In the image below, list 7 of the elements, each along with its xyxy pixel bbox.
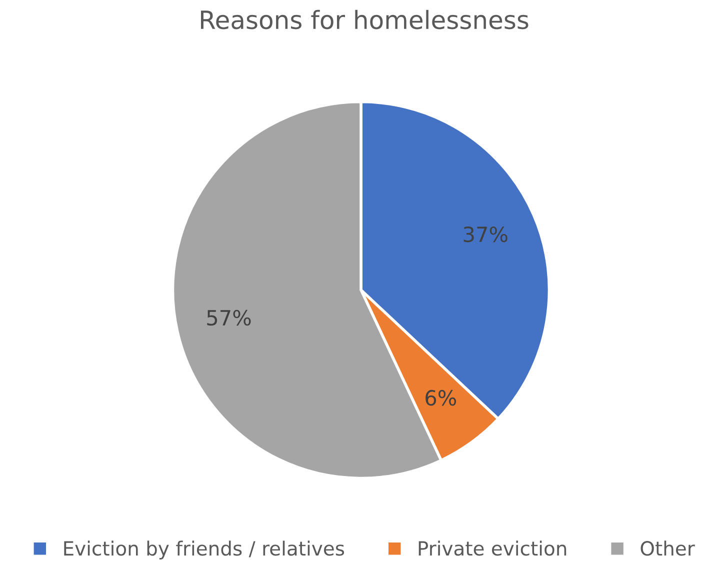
- legend-label: Eviction by friends / relatives: [64, 540, 344, 560]
- data-label: 37%: [464, 226, 508, 242]
- chart-title: Reasons for homelessness: [200, 10, 528, 30]
- data-label: 57%: [207, 310, 251, 326]
- data-label: 6%: [426, 390, 456, 406]
- legend-label: Private eviction: [418, 540, 566, 556]
- legend-label: Other: [640, 540, 695, 556]
